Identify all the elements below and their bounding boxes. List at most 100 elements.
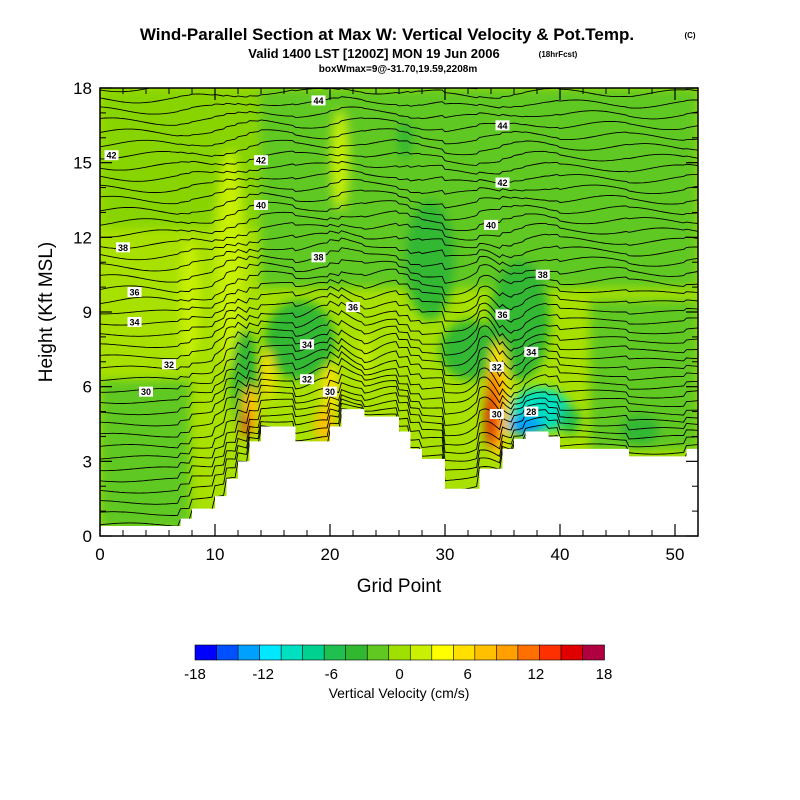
theta-contour-line xyxy=(100,336,698,393)
theta-label-box xyxy=(495,177,510,188)
theta-contour-line xyxy=(100,247,698,283)
x-tick-label: 50 xyxy=(666,545,685,564)
theta-label-box xyxy=(116,242,130,253)
theta-label-text: 30 xyxy=(492,410,502,420)
x-tick-label: 10 xyxy=(206,545,225,564)
theta-label-box xyxy=(346,302,360,313)
theta-contour-line xyxy=(100,139,698,160)
colorbar-swatch xyxy=(409,644,433,661)
theta-contour-line xyxy=(100,230,698,261)
theta-label: 32 xyxy=(489,361,504,372)
theta-label: 42 xyxy=(495,177,510,188)
colorbar-swatch xyxy=(345,644,369,661)
theta-contour-line xyxy=(100,329,698,382)
theta-label-text: 44 xyxy=(313,96,323,106)
colorbar-tick-label: -12 xyxy=(252,666,274,683)
theta-contour-line xyxy=(100,279,698,315)
theta-label-box xyxy=(139,386,153,397)
theta-label: 44 xyxy=(495,120,510,131)
colorbar-swatch xyxy=(388,644,412,661)
colorbar-swatch xyxy=(539,644,562,661)
theta-label-text: 28 xyxy=(526,407,536,417)
theta-label-text: 38 xyxy=(118,243,128,253)
colorbar-swatch xyxy=(582,644,605,661)
theta-label-box xyxy=(300,339,314,350)
theta-label-text: 42 xyxy=(497,178,507,188)
terrain-mask xyxy=(100,409,698,536)
colorbar-swatch xyxy=(302,644,325,661)
theta-label-box xyxy=(254,155,268,166)
colorbar-tick-label: 6 xyxy=(463,666,471,683)
theta-label-box xyxy=(524,346,539,357)
theta-label: 38 xyxy=(311,252,326,263)
y-axis-label: Height (Kft MSL) xyxy=(36,242,57,382)
theta-label: 30 xyxy=(139,386,153,397)
theta-label-box xyxy=(489,409,504,420)
theta-label: 40 xyxy=(484,219,498,230)
y-tick-label: 0 xyxy=(83,527,92,546)
colorbar-swatch xyxy=(474,644,498,661)
theta-label-box xyxy=(300,374,314,385)
theta-label-box xyxy=(162,359,176,370)
colorbar-tick-label: 18 xyxy=(596,666,613,683)
theta-label: 36 xyxy=(346,302,360,313)
box-info: boxWmax=9@-31.70,19.59,2208m xyxy=(319,64,478,75)
theta-label-text: 44 xyxy=(497,121,507,131)
theta-label: 44 xyxy=(311,95,326,106)
theta-contour-line xyxy=(100,350,698,416)
colorbar: -18 -12 -6 0 6 12 18 xyxy=(184,644,613,683)
colorbar-swatch xyxy=(237,644,261,661)
x-tick-label: 40 xyxy=(551,545,570,564)
theta-contours xyxy=(100,88,698,527)
theta-contour-line xyxy=(100,189,698,215)
theta-contour-line xyxy=(100,222,698,249)
theta-label: 40 xyxy=(254,199,268,210)
theta-contour-line xyxy=(100,106,698,126)
theta-contour-line xyxy=(100,309,698,360)
theta-label: 28 xyxy=(524,406,539,417)
theta-contour-line xyxy=(100,394,698,483)
colorbar-swatch xyxy=(280,644,304,661)
colorbar-tick-label: -6 xyxy=(325,666,338,683)
theta-label-box xyxy=(524,406,539,417)
theta-contour-line xyxy=(100,117,698,137)
theta-contour-line xyxy=(100,344,698,404)
theta-contour-line xyxy=(100,292,698,337)
theta-contour-line xyxy=(100,168,698,193)
valid-time: Valid 1400 LST [1200Z] MON 19 Jun 2006 xyxy=(248,46,499,61)
theta-label-text: 34 xyxy=(526,347,536,357)
theta-label-text: 34 xyxy=(302,340,312,350)
theta-labels: 44 44 42 42 42 40 40 38 38 38 36 36 36 34 34 34 32 32 32 30… xyxy=(104,95,550,420)
theta-contour-line xyxy=(100,388,698,472)
theta-contour-line xyxy=(100,319,698,370)
theta-label-box xyxy=(535,269,550,280)
theta-label-text: 30 xyxy=(325,387,335,397)
theta-label: 36 xyxy=(495,309,510,320)
theta-label: 34 xyxy=(127,316,142,327)
theta-contour-line xyxy=(100,268,698,305)
theta-contour-line xyxy=(100,128,698,148)
theta-contour-line xyxy=(100,259,698,294)
colorbar-swatch xyxy=(216,644,239,661)
theta-label: 34 xyxy=(524,346,539,357)
colorbar-swatch xyxy=(323,644,347,661)
theta-label-box xyxy=(127,287,142,298)
x-tick-label: 0 xyxy=(95,545,104,564)
theta-contour-line xyxy=(100,237,698,272)
theta-label: 38 xyxy=(116,242,130,253)
theta-label-text: 40 xyxy=(486,220,496,230)
theta-contour-line xyxy=(100,365,698,438)
theta-contour-line xyxy=(100,357,698,427)
theta-label: 36 xyxy=(127,287,142,298)
theta-contour-line xyxy=(100,96,698,115)
colorbar-swatch xyxy=(366,644,390,661)
theta-contour-line xyxy=(100,160,698,182)
colorbar-tick-label: 12 xyxy=(527,666,544,683)
y-tick-label: 15 xyxy=(73,154,92,173)
theta-label-text: 42 xyxy=(256,156,266,166)
x-tick-label: 20 xyxy=(321,545,340,564)
theta-label-box xyxy=(104,150,119,161)
theta-contour-line xyxy=(100,178,698,205)
